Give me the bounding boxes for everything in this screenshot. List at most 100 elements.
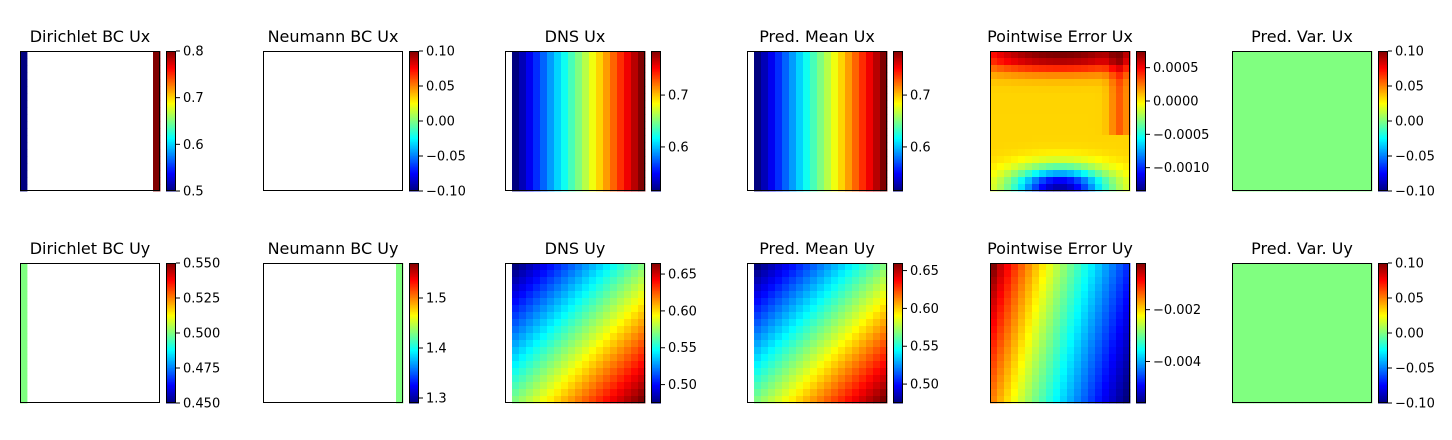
colorbar-segment	[409, 150, 419, 153]
heatmap-cell	[1239, 128, 1247, 136]
heatmap-cell	[782, 142, 790, 150]
heatmap-cell	[1316, 319, 1324, 327]
heatmap-cell	[1274, 284, 1282, 292]
colorbar-segment	[409, 79, 419, 81]
colorbar-segment	[1378, 268, 1388, 271]
heatmap-cell	[1309, 121, 1317, 129]
colorbar-segment	[1136, 348, 1146, 351]
colorbar-segment	[651, 111, 661, 114]
colorbar-segment	[1378, 342, 1388, 345]
heatmap-cell	[561, 333, 569, 341]
colorbar-frame	[1378, 51, 1388, 191]
heatmap-cell	[789, 263, 797, 271]
heatmap-cell	[561, 270, 569, 278]
heatmap-cell	[1274, 354, 1282, 362]
heatmap-cell	[1358, 389, 1366, 397]
heatmap-cell	[1330, 347, 1338, 355]
heatmap-cell	[540, 121, 548, 129]
heatmap-cell	[396, 263, 404, 271]
heatmap-cell	[533, 312, 541, 320]
colorbar-segment	[1378, 104, 1388, 107]
colorbar-segment	[651, 293, 661, 296]
heatmap-cell	[1246, 389, 1254, 397]
heatmap-cell	[1260, 319, 1268, 327]
heatmap-cell	[1323, 382, 1331, 390]
heatmap-cell	[526, 263, 534, 271]
heatmap-cell	[859, 149, 867, 157]
heatmap-cell	[1330, 163, 1338, 171]
heatmap-cell	[617, 263, 625, 271]
heatmap-cell	[1281, 312, 1289, 320]
colorbar-segment	[166, 398, 176, 401]
heatmap-cell	[1046, 305, 1054, 313]
heatmap-cell	[1260, 326, 1268, 334]
heatmap-cell	[1046, 368, 1054, 376]
heatmap-cell	[866, 263, 874, 271]
heatmap-cell	[1288, 277, 1296, 285]
heatmap-cell	[866, 382, 874, 390]
heatmap-cell	[1102, 135, 1110, 143]
colorbar-segment	[166, 361, 176, 363]
colorbar-segment	[409, 314, 419, 317]
heatmap-cell	[533, 361, 541, 369]
heatmap-cell	[803, 170, 811, 178]
colorbar-segment	[651, 137, 661, 140]
heatmap-cell	[596, 79, 604, 87]
heatmap-cell	[1239, 86, 1247, 94]
heatmap-cell	[526, 156, 534, 164]
heatmap-cell	[624, 312, 632, 320]
heatmap-cell	[631, 270, 639, 278]
colorbar-segment	[409, 102, 419, 105]
heatmap-cell	[568, 298, 576, 306]
heatmap-cell	[1004, 135, 1012, 143]
heatmap-cell	[631, 305, 639, 313]
heatmap-cell	[1088, 389, 1096, 397]
heatmap-cell	[526, 375, 534, 383]
colorbar-segment	[893, 156, 903, 158]
heatmap-cell	[1053, 58, 1061, 66]
colorbar-segment	[651, 130, 661, 133]
colorbar-segment	[1136, 153, 1146, 156]
heatmap-cell	[803, 333, 811, 341]
heatmap-cell	[1060, 340, 1068, 348]
colorbar-segment	[1378, 151, 1388, 154]
heatmap-cell	[838, 128, 846, 136]
colorbar-segment	[409, 163, 419, 165]
colorbar-segment	[1378, 274, 1388, 277]
heatmap-cell	[1253, 184, 1261, 192]
heatmap-cell	[631, 354, 639, 362]
heatmap-cell	[1081, 156, 1089, 164]
colorbar-segment	[409, 298, 419, 300]
heatmap-cell	[582, 298, 590, 306]
heatmap-cell	[1330, 135, 1338, 143]
heatmap-cell	[775, 128, 783, 136]
heatmap-cell	[990, 156, 998, 164]
heatmap-cell	[831, 396, 839, 404]
heatmap-cell	[866, 142, 874, 150]
heatmap-cell	[824, 319, 832, 327]
heatmap-cell	[817, 100, 825, 108]
heatmap-cell	[1260, 107, 1268, 115]
heatmap-cell	[624, 121, 632, 129]
heatmap-cell	[631, 312, 639, 320]
heatmap-cell	[1060, 263, 1068, 271]
heatmap-cell	[1067, 382, 1075, 390]
heatmap-cell	[859, 263, 867, 271]
heatmap-cell	[1018, 340, 1026, 348]
colorbar-segment	[893, 326, 903, 328]
colorbar-segment	[651, 335, 661, 338]
heatmap-cell	[775, 319, 783, 327]
heatmap-cell	[547, 114, 555, 122]
colorbar-segment	[651, 177, 661, 179]
colorbar-segment	[1378, 265, 1388, 268]
heatmap-cell	[1337, 135, 1345, 143]
heatmap-cell	[533, 347, 541, 355]
heatmap-cell	[1344, 142, 1352, 150]
heatmap-cell	[20, 270, 28, 278]
colorbar-segment	[166, 164, 176, 167]
heatmap-cell	[824, 389, 832, 397]
heatmap-cell	[1018, 312, 1026, 320]
heatmap-cell	[768, 263, 776, 271]
heatmap-cell	[526, 114, 534, 122]
heatmap-cell	[803, 65, 811, 73]
